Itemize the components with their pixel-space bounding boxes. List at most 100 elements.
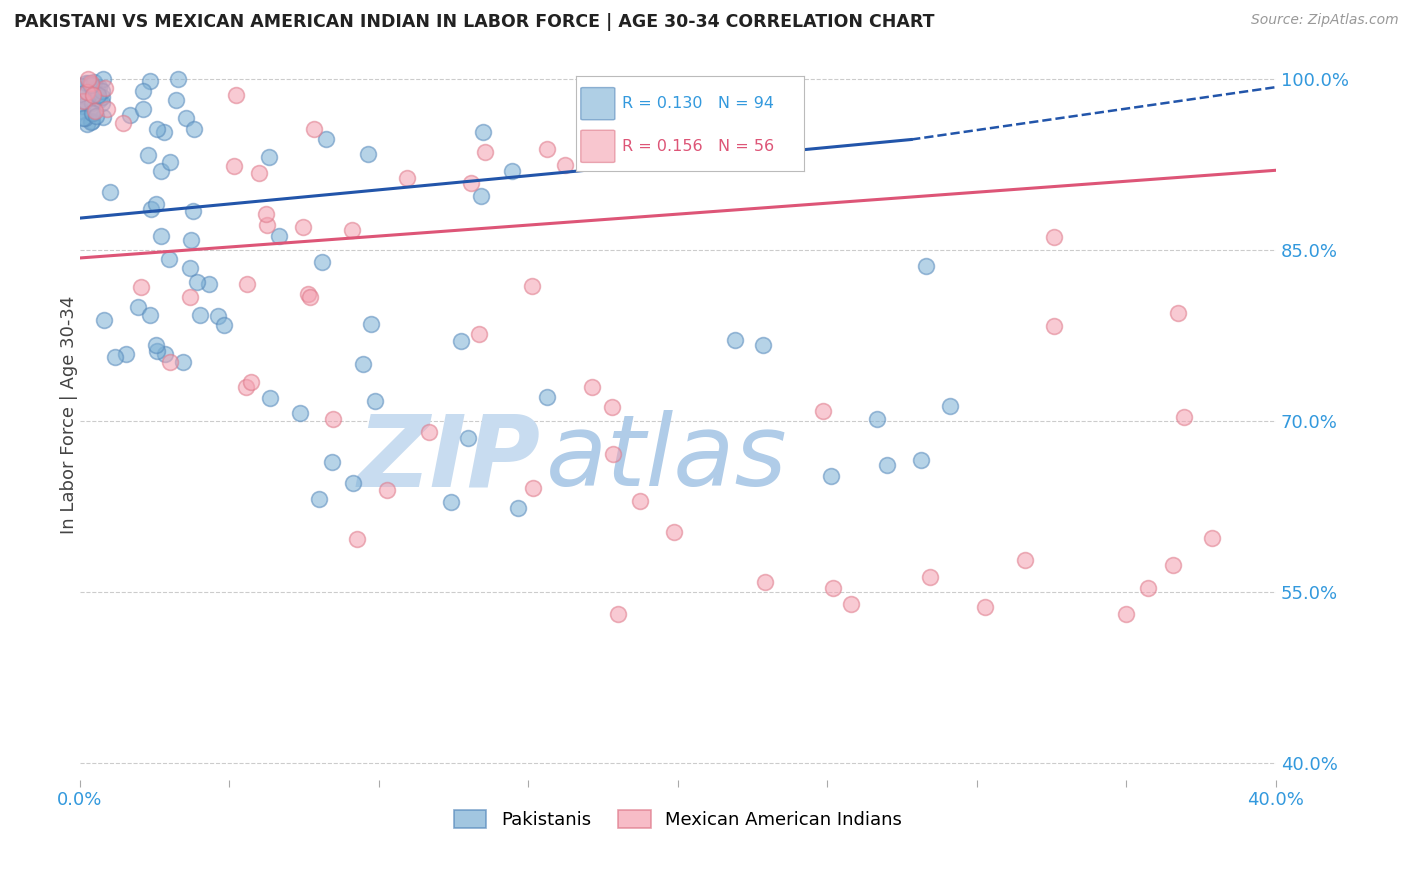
Point: [297, 287, 319, 301]
Point: [139, 308, 162, 322]
Point: [83, 103, 105, 118]
Point: [235, 380, 257, 394]
Point: [165, 93, 187, 107]
Point: [79, 77, 101, 91]
Point: [72, 111, 94, 125]
Point: [839, 597, 862, 611]
Point: [212, 318, 235, 332]
Point: [1115, 607, 1137, 622]
Point: [322, 412, 344, 426]
Point: [662, 525, 685, 540]
Point: [460, 176, 482, 190]
Point: [73, 94, 96, 108]
Point: [259, 392, 281, 406]
Point: [910, 452, 932, 467]
Point: [146, 343, 169, 358]
Point: [288, 406, 311, 420]
Point: [321, 455, 343, 469]
Point: [938, 399, 960, 413]
Point: [472, 125, 495, 139]
Point: [457, 431, 479, 445]
Point: [308, 492, 330, 507]
Point: [139, 202, 162, 217]
Point: [82, 84, 104, 98]
Point: [183, 122, 205, 136]
Point: [179, 260, 201, 275]
Point: [340, 223, 363, 237]
Point: [866, 412, 889, 426]
Text: Source: ZipAtlas.com: Source: ZipAtlas.com: [1251, 13, 1399, 28]
Point: [146, 122, 169, 136]
Point: [77, 72, 100, 87]
Point: [159, 154, 181, 169]
Text: ZIP: ZIP: [357, 410, 540, 508]
Point: [132, 102, 155, 116]
Point: [86, 81, 108, 95]
Point: [198, 277, 221, 292]
Point: [180, 233, 202, 247]
Point: [70, 78, 93, 93]
Point: [127, 300, 149, 314]
Point: [225, 88, 247, 103]
Point: [1201, 531, 1223, 545]
Point: [239, 375, 262, 389]
Text: atlas: atlas: [547, 410, 787, 508]
Point: [80, 78, 103, 92]
Point: [111, 116, 134, 130]
Point: [821, 582, 844, 596]
Point: [75, 111, 97, 125]
Point: [129, 280, 152, 294]
Point: [536, 143, 558, 157]
Point: [257, 150, 280, 164]
Point: [254, 207, 277, 221]
Point: [754, 575, 776, 590]
Point: [207, 309, 229, 323]
Point: [83, 75, 105, 89]
Point: [1161, 558, 1184, 572]
Point: [145, 197, 167, 211]
Point: [418, 425, 440, 439]
Point: [470, 188, 492, 202]
Point: [267, 229, 290, 244]
Point: [918, 570, 941, 584]
Text: PAKISTANI VS MEXICAN AMERICAN INDIAN IN LABOR FORCE | AGE 30-34 CORRELATION CHAR: PAKISTANI VS MEXICAN AMERICAN INDIAN IN …: [14, 13, 935, 31]
Point: [87, 80, 110, 95]
Point: [82, 106, 104, 120]
Point: [152, 125, 174, 139]
Point: [298, 290, 321, 304]
Point: [91, 110, 114, 124]
Point: [352, 357, 374, 371]
Point: [256, 219, 278, 233]
Point: [522, 481, 544, 495]
Point: [602, 447, 624, 461]
Point: [76, 85, 98, 99]
Point: [80, 95, 103, 110]
Point: [224, 159, 246, 173]
Point: [247, 166, 270, 180]
Point: [1167, 306, 1189, 320]
Point: [118, 108, 141, 122]
Point: [467, 327, 489, 342]
Point: [181, 204, 204, 219]
Point: [69, 87, 91, 101]
Point: [96, 103, 118, 117]
Point: [600, 400, 623, 414]
Point: [360, 317, 382, 331]
Point: [973, 599, 995, 614]
Point: [91, 90, 114, 104]
Point: [302, 121, 325, 136]
Point: [90, 96, 112, 111]
Point: [75, 76, 97, 90]
Point: [176, 112, 198, 126]
Point: [149, 228, 172, 243]
Point: [70, 99, 93, 113]
Point: [131, 84, 153, 98]
Point: [450, 334, 472, 348]
Point: [136, 148, 159, 162]
Point: [188, 308, 211, 322]
Point: [396, 171, 419, 186]
Point: [100, 186, 122, 200]
Point: [915, 259, 938, 273]
Point: [291, 219, 314, 234]
Point: [630, 493, 652, 508]
